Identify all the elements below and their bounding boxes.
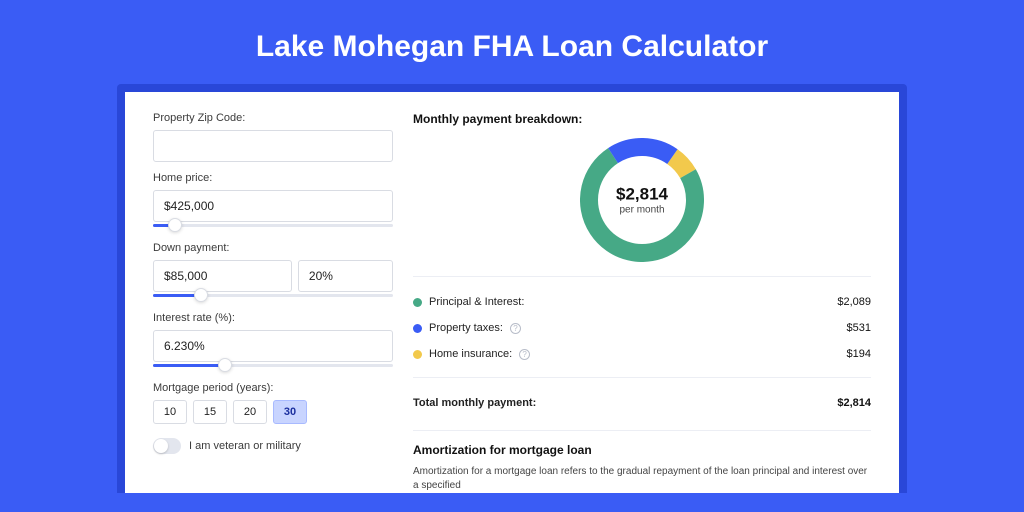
donut-center-sub: per month: [616, 205, 668, 216]
slider-thumb[interactable]: [194, 288, 208, 302]
line-item: Property taxes:? $531: [413, 315, 871, 341]
slider-thumb[interactable]: [168, 218, 182, 232]
period-btn-10[interactable]: 10: [153, 400, 187, 424]
page-title: Lake Mohegan FHA Loan Calculator: [0, 0, 1024, 84]
breakdown-column: Monthly payment breakdown: $2,814 per mo…: [413, 112, 871, 493]
home-price-field: Home price:: [153, 172, 393, 232]
zip-field: Property Zip Code:: [153, 112, 393, 162]
amortization-title: Amortization for mortgage loan: [413, 443, 871, 457]
donut-chart: $2,814 per month: [413, 138, 871, 262]
legend-dot-icon: [413, 298, 422, 307]
total-value: $2,814: [837, 397, 871, 409]
slider-track: [153, 224, 393, 227]
veteran-row: I am veteran or military: [153, 438, 393, 454]
period-field: Mortgage period (years): 10152030: [153, 382, 393, 424]
line-item-text: Principal & Interest:: [429, 296, 524, 308]
down-payment-pct-input[interactable]: [298, 260, 393, 292]
breakdown-title: Monthly payment breakdown:: [413, 112, 871, 126]
home-price-slider[interactable]: [153, 220, 393, 232]
interest-input[interactable]: [153, 330, 393, 362]
period-btn-20[interactable]: 20: [233, 400, 267, 424]
home-price-label: Home price:: [153, 172, 393, 184]
line-item: Principal & Interest: $2,089: [413, 289, 871, 315]
period-label: Mortgage period (years):: [153, 382, 393, 394]
line-item-text: Property taxes:: [429, 322, 503, 334]
interest-label: Interest rate (%):: [153, 312, 393, 324]
line-item-value: $2,089: [837, 296, 871, 308]
line-item-value: $194: [847, 348, 871, 360]
legend-dot-icon: [413, 350, 422, 359]
home-price-input[interactable]: [153, 190, 393, 222]
slider-thumb[interactable]: [218, 358, 232, 372]
line-item-text: Home insurance:: [429, 348, 512, 360]
interest-field: Interest rate (%):: [153, 312, 393, 372]
calculator-outer-panel: Property Zip Code: Home price: Down paym…: [117, 84, 907, 493]
line-item-label: Home insurance:?: [413, 348, 530, 360]
line-item-label: Principal & Interest:: [413, 296, 524, 308]
toggle-knob-icon: [154, 439, 168, 453]
interest-slider[interactable]: [153, 360, 393, 372]
total-row: Total monthly payment: $2,814: [413, 390, 871, 416]
divider: [413, 430, 871, 431]
line-item: Home insurance:? $194: [413, 341, 871, 367]
line-item-value: $531: [847, 322, 871, 334]
info-icon[interactable]: ?: [519, 349, 530, 360]
legend-dot-icon: [413, 324, 422, 333]
slider-fill: [153, 364, 225, 367]
period-btn-30[interactable]: 30: [273, 400, 307, 424]
down-payment-input[interactable]: [153, 260, 292, 292]
info-icon[interactable]: ?: [510, 323, 521, 334]
donut-center: $2,814 per month: [616, 185, 668, 216]
veteran-toggle[interactable]: [153, 438, 181, 454]
divider: [413, 377, 871, 378]
down-payment-field: Down payment:: [153, 242, 393, 302]
period-buttons: 10152030: [153, 400, 393, 424]
amortization-text: Amortization for a mortgage loan refers …: [413, 465, 871, 493]
divider: [413, 276, 871, 277]
down-payment-slider[interactable]: [153, 290, 393, 302]
line-item-label: Property taxes:?: [413, 322, 521, 334]
donut-center-value: $2,814: [616, 185, 668, 205]
down-payment-label: Down payment:: [153, 242, 393, 254]
amortization-section: Amortization for mortgage loan Amortizat…: [413, 430, 871, 493]
veteran-label: I am veteran or military: [189, 440, 301, 452]
total-label: Total monthly payment:: [413, 397, 536, 409]
zip-label: Property Zip Code:: [153, 112, 393, 124]
inputs-column: Property Zip Code: Home price: Down paym…: [153, 112, 393, 493]
zip-input[interactable]: [153, 130, 393, 162]
period-btn-15[interactable]: 15: [193, 400, 227, 424]
line-items: Principal & Interest: $2,089 Property taxe…: [413, 289, 871, 367]
calculator-panel: Property Zip Code: Home price: Down paym…: [125, 92, 899, 493]
